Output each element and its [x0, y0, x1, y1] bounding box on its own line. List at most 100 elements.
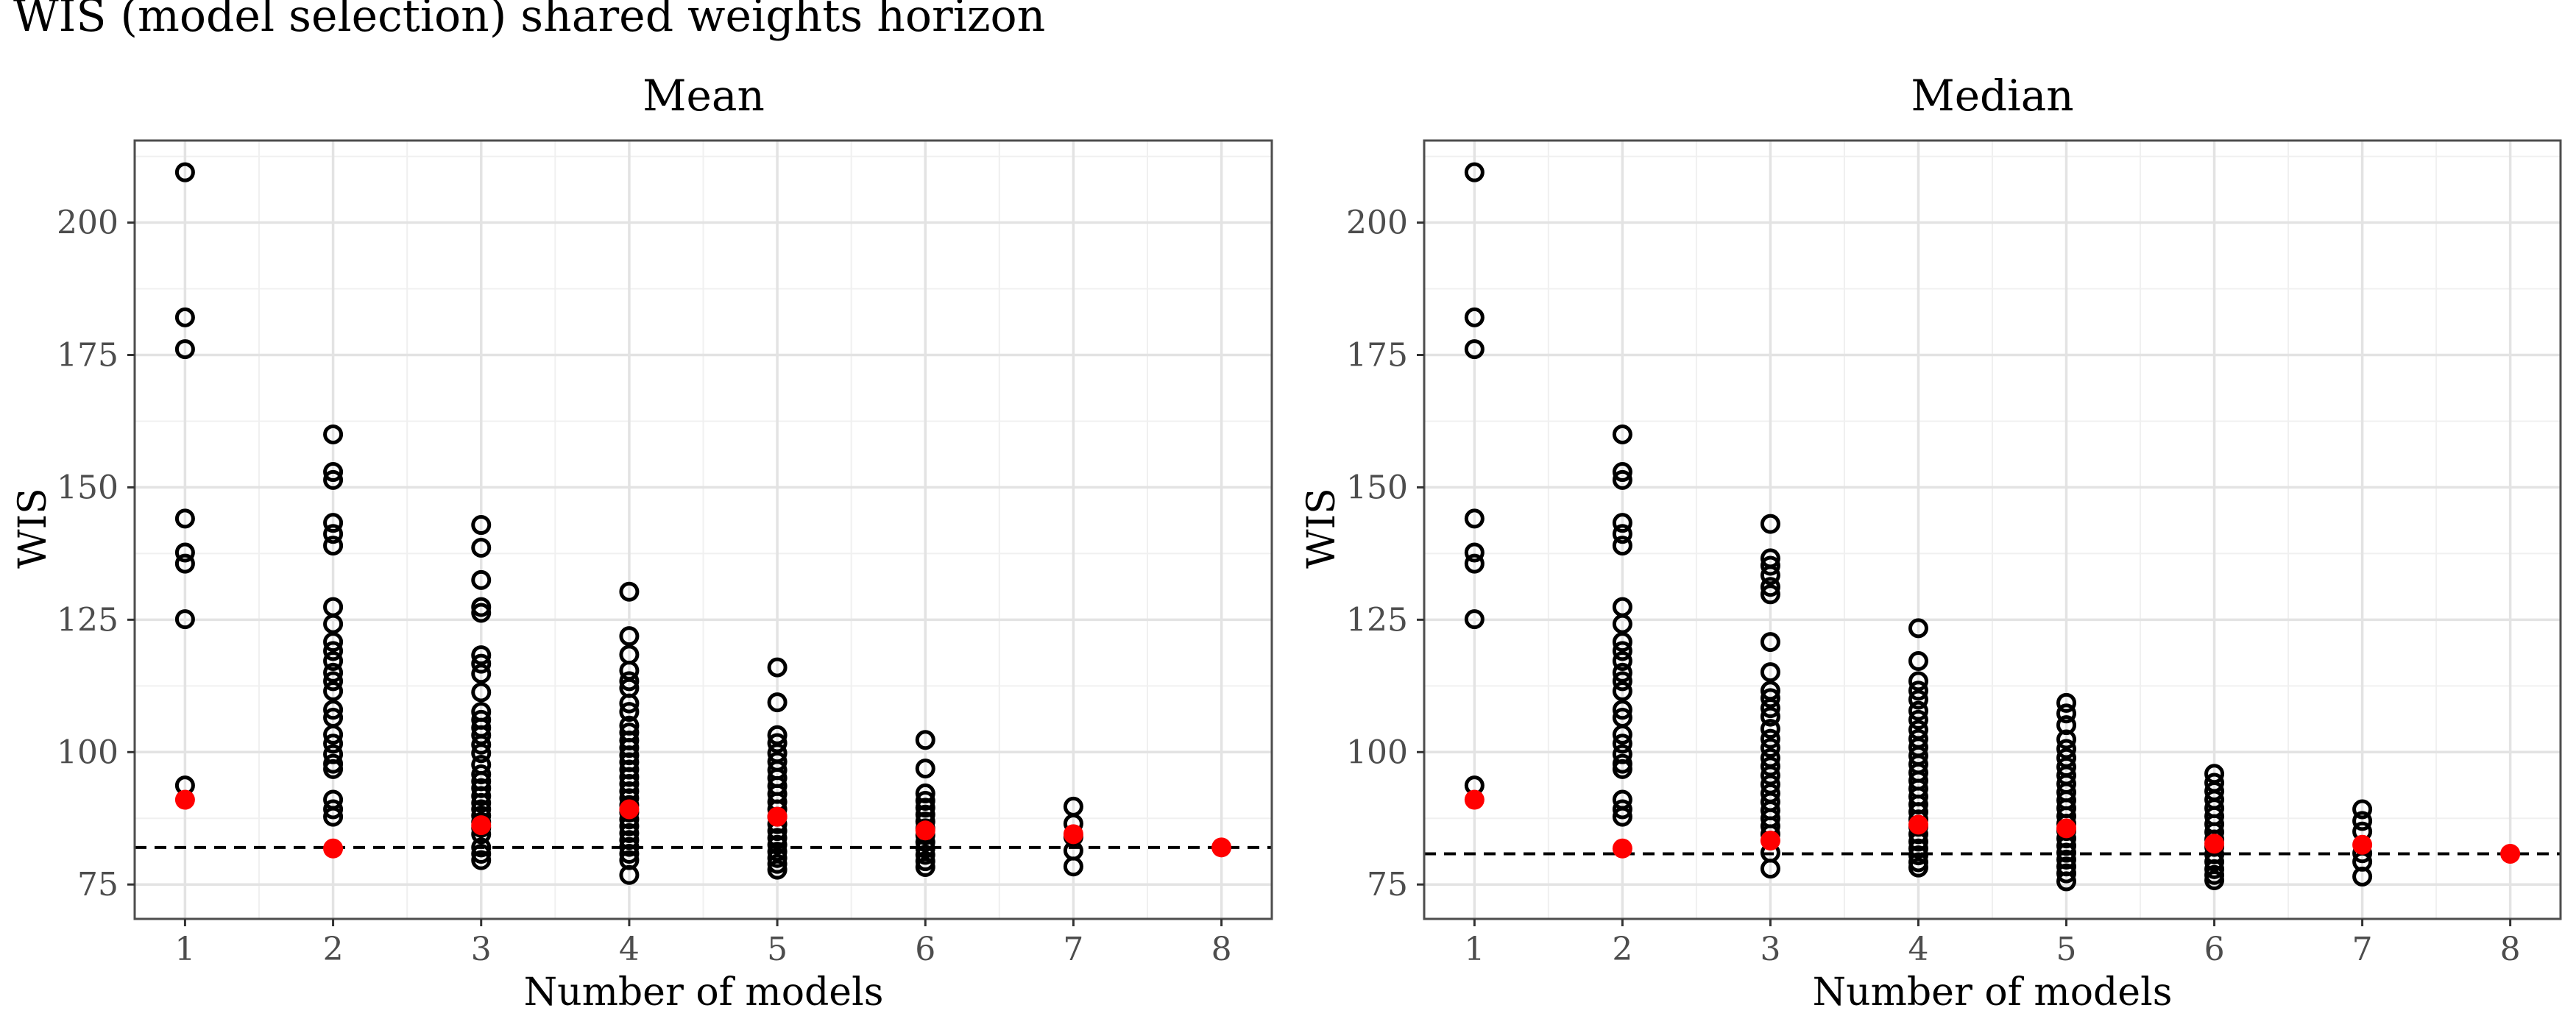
data-point	[471, 597, 492, 617]
data-point	[767, 657, 788, 678]
open-points	[174, 162, 1083, 885]
data-point	[1908, 845, 1928, 866]
data-point	[323, 700, 344, 720]
data-point	[1908, 681, 1928, 701]
data-point	[1612, 469, 1632, 490]
data-point	[1612, 725, 1632, 745]
data-point	[174, 307, 195, 327]
data-point	[323, 650, 344, 671]
data-point	[174, 162, 195, 182]
y-tick-label: 75	[1367, 866, 1408, 903]
data-point	[619, 626, 640, 647]
data-point	[1760, 577, 1780, 597]
data-point	[1464, 553, 1485, 574]
highlight-point	[1464, 789, 1485, 810]
x-tick-label: 1	[1464, 931, 1485, 968]
data-point	[915, 845, 935, 865]
y-tick-label: 150	[1346, 469, 1408, 506]
data-point	[915, 798, 935, 818]
data-point	[471, 682, 492, 703]
data-point	[323, 759, 344, 779]
data-point	[174, 339, 195, 360]
data-point	[174, 542, 195, 563]
data-point	[471, 734, 492, 755]
data-point	[2056, 849, 2077, 870]
highlight-point	[471, 815, 492, 836]
data-point	[471, 569, 492, 590]
axis-ticks: 1 2 3 4 5 6 7 8 75 100 125 150 175 200	[57, 205, 1232, 968]
highlight-point	[619, 799, 640, 820]
highlight-point	[2056, 818, 2077, 839]
data-point	[471, 664, 492, 684]
x-tick-label: 2	[323, 931, 344, 968]
data-point	[1612, 671, 1632, 692]
data-point	[2056, 692, 2077, 713]
page-title: WIS (model selection) shared weights hor…	[13, 0, 1045, 42]
data-point	[619, 738, 640, 759]
data-point	[1612, 799, 1632, 820]
data-point	[1612, 759, 1632, 779]
highlight-point	[1211, 837, 1232, 858]
data-point	[619, 823, 640, 843]
data-point	[1760, 565, 1780, 586]
data-point	[1612, 806, 1632, 827]
data-point	[915, 791, 935, 811]
y-axis-label-median: WIS	[1300, 488, 1344, 569]
data-point	[323, 734, 344, 754]
y-axis-label-mean: WIS	[11, 488, 55, 569]
data-point	[471, 850, 492, 870]
data-point	[2204, 859, 2225, 879]
data-point	[1464, 162, 1485, 182]
panel-mean: Mean Number of models WIS 1 2 3 4 5 6 7 8751001…	[11, 71, 1273, 1015]
highlight-point	[2204, 834, 2225, 854]
data-point	[1908, 689, 1928, 710]
data-point	[619, 830, 640, 850]
data-point	[1760, 688, 1780, 708]
data-point	[915, 730, 935, 750]
data-point	[2056, 863, 2077, 884]
data-point	[1760, 719, 1780, 739]
data-point	[619, 759, 640, 780]
data-point	[767, 859, 788, 880]
data-point	[323, 641, 344, 661]
data-point	[1760, 698, 1780, 719]
data-point	[767, 834, 788, 855]
data-point	[1760, 632, 1780, 653]
data-point	[1760, 584, 1780, 605]
panel-title-mean: Mean	[643, 71, 765, 121]
data-point	[1464, 609, 1485, 630]
data-point	[619, 702, 640, 722]
data-point	[2352, 811, 2373, 831]
highlight-points	[174, 789, 1232, 859]
data-point	[1908, 857, 1928, 878]
data-point	[2056, 703, 2077, 724]
x-tick-label: 2	[1612, 931, 1632, 968]
data-point	[619, 773, 640, 794]
y-tick-label: 75	[77, 866, 118, 903]
y-tick-label: 150	[57, 469, 118, 506]
data-point	[767, 828, 788, 848]
x-axis-label-median: Number of models	[1813, 970, 2173, 1015]
data-point	[323, 424, 344, 444]
data-point	[174, 609, 195, 630]
data-point	[619, 864, 640, 885]
x-tick-label: 7	[2352, 931, 2373, 968]
data-point	[1908, 838, 1928, 859]
highlight-point	[1612, 838, 1632, 859]
data-point	[1908, 618, 1928, 639]
highlight-point	[2352, 834, 2373, 855]
x-tick-label: 1	[174, 931, 195, 968]
x-tick-label: 6	[2204, 931, 2225, 968]
data-point	[619, 745, 640, 766]
data-point	[174, 553, 195, 574]
data-point	[1760, 706, 1780, 727]
data-point	[619, 693, 640, 714]
data-point	[1612, 462, 1632, 483]
data-point	[1612, 734, 1632, 754]
x-axis-label-mean: Number of models	[524, 970, 884, 1015]
data-point	[915, 759, 935, 779]
data-point	[471, 537, 492, 558]
highlight-point	[2500, 843, 2521, 864]
highlight-point	[915, 820, 935, 841]
